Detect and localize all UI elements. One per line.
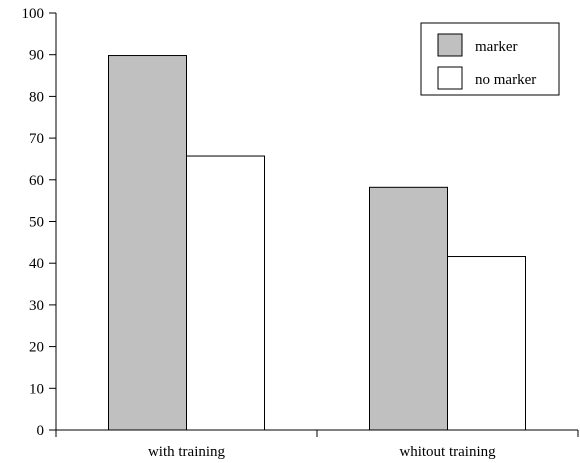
legend: marker no marker: [420, 22, 560, 96]
y-tick-label: 0: [37, 423, 45, 439]
legend-label-no-marker: no marker: [475, 72, 536, 88]
category-labels: with training whitout training: [148, 444, 496, 460]
y-ticks: 0 10 20 30 40 50 60 70 80 90 100: [22, 6, 56, 439]
y-tick-label: 80: [29, 89, 44, 105]
y-tick-label: 40: [29, 256, 44, 272]
y-tick-label: 50: [29, 215, 44, 231]
y-tick-label: 10: [29, 381, 44, 397]
y-tick-label: 20: [29, 340, 44, 356]
y-tick-label: 100: [22, 6, 45, 22]
y-tick-label: 60: [29, 173, 44, 189]
bar-marker-1: [369, 186, 448, 431]
category-label: whitout training: [399, 444, 496, 460]
legend-label-marker: marker: [475, 39, 517, 55]
x-ticks: [55, 430, 579, 437]
y-tick-label: 30: [29, 298, 44, 314]
bar-no-marker-0: [186, 155, 265, 431]
y-tick-label: 70: [29, 131, 44, 147]
bar-no-marker-1: [447, 256, 526, 431]
legend-swatch-no-marker: [437, 66, 463, 90]
legend-swatch-marker: [437, 33, 463, 57]
bar-marker-0: [108, 55, 187, 431]
bars: [108, 55, 526, 431]
y-tick-label: 90: [29, 48, 44, 64]
category-label: with training: [148, 444, 226, 460]
